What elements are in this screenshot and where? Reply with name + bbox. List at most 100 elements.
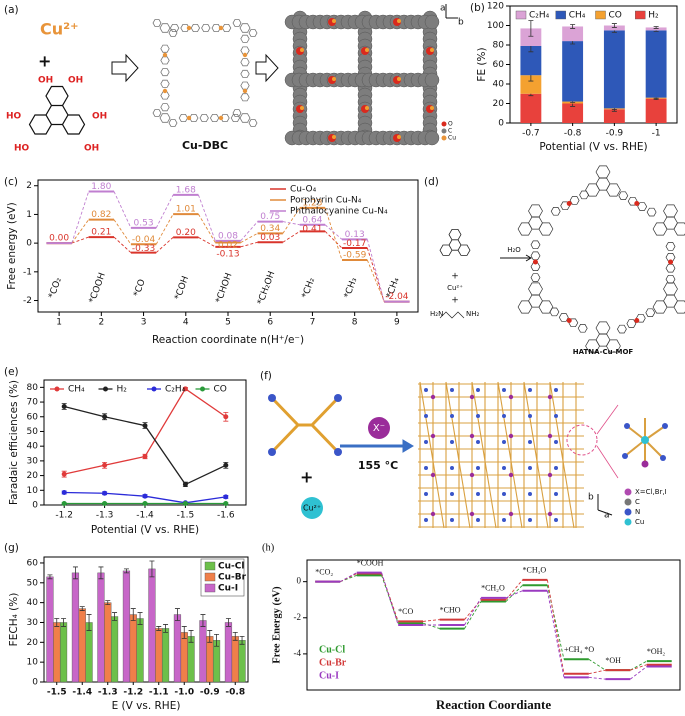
atom: [334, 394, 342, 402]
atom: [424, 72, 440, 88]
error-bar: [61, 618, 67, 627]
structure: [596, 404, 619, 479]
panel-label: (c): [4, 176, 18, 188]
bar: [71, 572, 80, 683]
legend-swatch: [151, 386, 157, 392]
structure-name: Cu-DBC: [182, 139, 228, 152]
legend-label: X=Cl,Br,I: [635, 488, 667, 496]
connector: [366, 259, 385, 302]
error-bar: [207, 630, 213, 643]
atom: [424, 14, 440, 30]
amine-label: NH₂: [466, 310, 480, 318]
bar-segment: [562, 103, 584, 123]
panel-a: (a) Cu²⁺ + OH OH HO HO OH OH Cu-DBC a b …: [4, 4, 464, 154]
point: [61, 471, 67, 477]
connector: [155, 213, 174, 245]
step-label: *COOH: [357, 558, 384, 567]
bar-segment: [603, 25, 625, 31]
legend-swatch: [555, 10, 566, 20]
bar: [122, 570, 131, 683]
x-tick-label: -1.5: [177, 511, 195, 521]
bar-segment: [603, 109, 625, 123]
connector: [198, 213, 216, 243]
connector: [366, 239, 385, 302]
y-tick-label: 100: [487, 21, 504, 31]
atom: [547, 433, 553, 439]
error-bar: [239, 635, 245, 645]
error-bar: [112, 612, 118, 621]
connector: [240, 232, 258, 243]
panel-label: (f): [260, 370, 272, 382]
error-bar: [570, 24, 576, 29]
error-bar: [200, 614, 206, 627]
axis-letter: a: [604, 511, 610, 521]
atom: [218, 25, 224, 31]
connector: [282, 207, 301, 234]
atom: [424, 414, 428, 418]
connector: [422, 619, 440, 622]
y-tick-label: -2: [294, 612, 302, 622]
atom: [476, 388, 480, 392]
atom: [332, 77, 336, 81]
connector: [505, 590, 523, 599]
atom: [554, 388, 558, 392]
step-label: *CO: [398, 607, 413, 616]
structure-name: HATNA-Cu-MOF: [573, 348, 634, 356]
atom: [634, 318, 640, 323]
x-tick-label: 7: [310, 318, 316, 328]
illustrations: Cu²⁺ X⁻: [28, 4, 685, 529]
value-label: 0.21: [91, 228, 111, 238]
panel-d: (d) + Cu²⁺ + H₂N NH₂ H₂O HATNA-Cu-MOF: [424, 176, 633, 356]
atom: [502, 414, 506, 418]
atom: [641, 436, 649, 444]
temperature-label: 155 °C: [358, 459, 398, 472]
atom: [502, 388, 506, 392]
atom: [368, 417, 390, 439]
connector: [630, 664, 647, 671]
error-bar: [149, 560, 155, 578]
bar-segment: [562, 41, 584, 102]
hydroxyl-label: OH: [92, 112, 107, 122]
error-bar: [232, 631, 238, 641]
connector: [588, 676, 606, 680]
connector: [339, 573, 357, 583]
bar-segment: [645, 98, 667, 123]
connector: [588, 669, 606, 675]
step-label: *CO₂: [315, 567, 333, 576]
atom: [469, 394, 475, 400]
atom: [469, 472, 475, 478]
y-tick-label: 40: [493, 80, 505, 90]
atom: [528, 388, 532, 392]
chart-panel: (g) 0 10 20 30 40 50 60 FECH₄ (%) E (V vs. RHE) -1…: [4, 542, 249, 712]
error-bar: [188, 630, 194, 643]
panel-label: (a): [4, 4, 19, 16]
atom: [622, 453, 628, 459]
bar: [46, 576, 54, 683]
axis-letter: b: [458, 18, 464, 28]
step-label: *CHO: [440, 605, 461, 614]
y-tick-label: -2: [23, 296, 32, 306]
bar-segment: [520, 45, 542, 76]
connector: [113, 236, 132, 253]
hydroxyl-label: OH: [84, 144, 99, 154]
error-bar: [181, 626, 187, 639]
legend-label: Porphyrin Cu-N₄: [290, 196, 362, 206]
connector: [155, 237, 174, 253]
x-tick-label: -1.0: [174, 688, 194, 698]
atom: [450, 466, 454, 470]
value-label: 0.41: [302, 224, 322, 234]
y-tick-label: 60: [27, 412, 39, 422]
bond: [270, 423, 300, 454]
point: [223, 501, 229, 507]
bar: [104, 602, 112, 683]
step-label: *OH₂: [647, 647, 666, 656]
error-bar: [156, 626, 162, 631]
y-tick-label: 120: [487, 2, 504, 12]
atom: [554, 492, 558, 496]
legend-label: N: [635, 508, 640, 516]
connector: [71, 236, 89, 244]
y-tick-label: 20: [493, 99, 505, 109]
x-axis-label: E (V vs. RHE): [112, 700, 181, 712]
y-tick-label: 0: [26, 239, 32, 249]
